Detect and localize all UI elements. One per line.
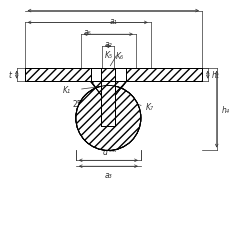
Circle shape xyxy=(76,86,140,151)
Text: t: t xyxy=(9,71,12,80)
Text: a₃: a₃ xyxy=(104,170,112,179)
Text: a₆: a₆ xyxy=(84,28,91,37)
Text: K₁: K₁ xyxy=(63,85,71,94)
Text: h₁: h₁ xyxy=(211,71,219,80)
Text: a₂: a₂ xyxy=(104,40,112,49)
Bar xyxy=(90,68,125,82)
Circle shape xyxy=(76,86,140,151)
Text: d ᴸᵂ: d ᴸᵂ xyxy=(103,148,117,157)
Text: K₆: K₆ xyxy=(116,52,124,61)
Text: K₅: K₅ xyxy=(104,51,112,60)
Text: h₄: h₄ xyxy=(221,105,229,114)
Text: K₇: K₇ xyxy=(145,102,153,111)
Text: a₁: a₁ xyxy=(109,16,117,25)
Bar xyxy=(25,68,90,82)
Bar xyxy=(101,68,115,82)
Circle shape xyxy=(76,86,140,151)
Polygon shape xyxy=(90,82,101,96)
Polygon shape xyxy=(115,82,125,96)
Bar xyxy=(25,68,90,82)
Polygon shape xyxy=(101,82,115,126)
Text: 25°: 25° xyxy=(72,99,85,108)
Bar xyxy=(125,68,201,82)
Bar xyxy=(103,68,113,82)
Bar xyxy=(101,82,115,126)
